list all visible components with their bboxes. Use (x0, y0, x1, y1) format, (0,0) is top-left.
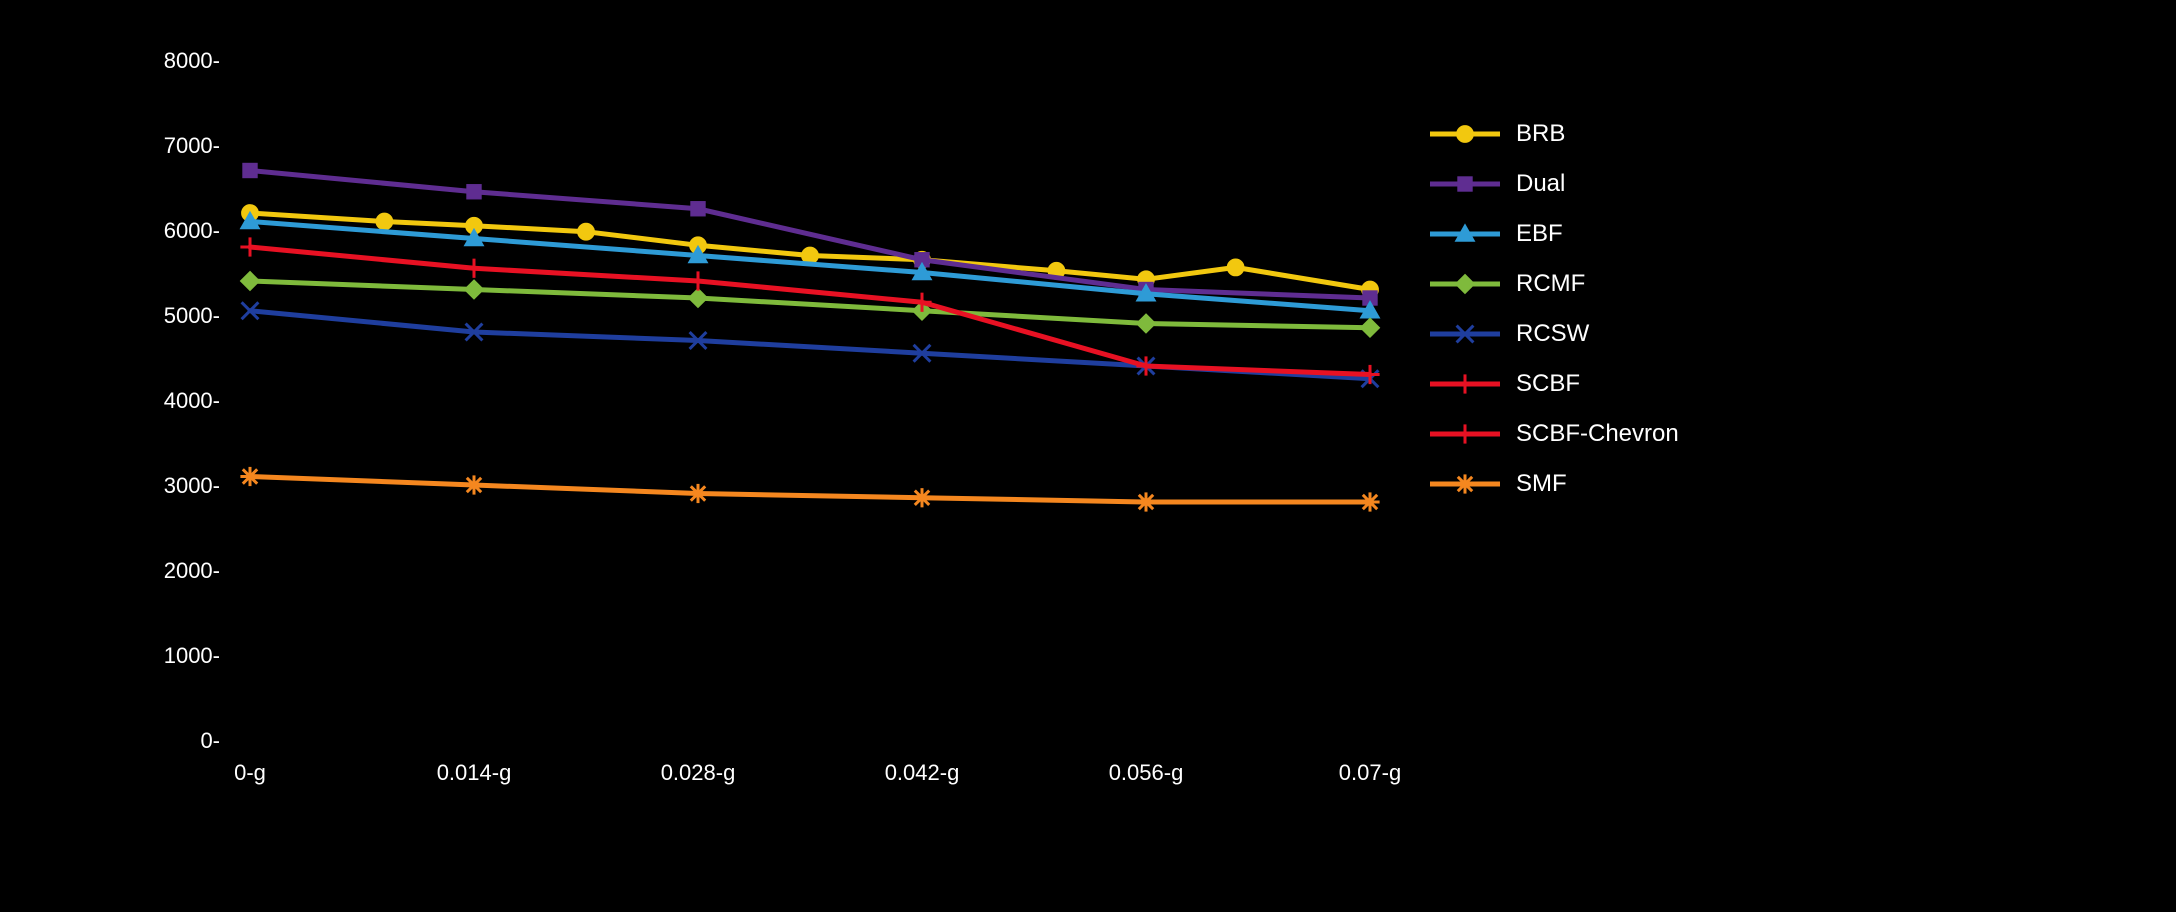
legend-label: RCSW (1516, 320, 1589, 348)
legend-item-Dual: Dual (1430, 170, 1679, 198)
series-RCSW (242, 302, 1379, 387)
y-tick-label: 0- (200, 728, 220, 753)
legend-swatch (1430, 470, 1500, 498)
legend-label: SCBF-Chevron (1516, 420, 1679, 448)
x-tick-label: 0.07-g (1339, 760, 1401, 785)
legend-swatch (1430, 320, 1500, 348)
x-tick-label: 0.042-g (885, 760, 960, 785)
legend-label: RCMF (1516, 270, 1585, 298)
legend-item-SMF: SMF (1430, 470, 1679, 498)
x-tick-label: 0-g (234, 760, 266, 785)
legend-swatch (1430, 170, 1500, 198)
series-SMF (240, 467, 1379, 512)
y-tick-label: 2000- (164, 558, 220, 583)
y-tick-label: 3000- (164, 473, 220, 498)
legend-label: EBF (1516, 220, 1563, 248)
legend-label: BRB (1516, 120, 1565, 148)
x-tick-label: 0.014-g (437, 760, 512, 785)
legend-swatch (1430, 120, 1500, 148)
legend-item-RCMF: RCMF (1430, 270, 1679, 298)
legend-swatch (1430, 370, 1500, 398)
y-tick-label: 6000- (164, 218, 220, 243)
chart-canvas: 0- 1000- 2000- 3000- 4000- 5000- 6000- 7000- 800… (0, 0, 2176, 912)
legend-label: Dual (1516, 170, 1565, 198)
legend-swatch (1430, 420, 1500, 448)
legend-item-EBF: EBF (1430, 220, 1679, 248)
legend-swatch (1430, 270, 1500, 298)
line-chart: 0- 1000- 2000- 3000- 4000- 5000- 6000- 7000- 800… (0, 0, 2176, 912)
y-tick-label: 4000- (164, 388, 220, 413)
legend-label: SMF (1516, 470, 1567, 498)
legend-item-RCSW: RCSW (1430, 320, 1679, 348)
y-tick-label: 7000- (164, 133, 220, 158)
legend-item-BRB: BRB (1430, 120, 1679, 148)
y-tick-label: 8000- (164, 48, 220, 73)
legend-label: SCBF (1516, 370, 1580, 398)
legend-item-SCBF-Chevron: SCBF-Chevron (1430, 420, 1679, 448)
x-tick-label: 0.028-g (661, 760, 736, 785)
legend-item-SCBF: SCBF (1430, 370, 1679, 398)
x-tick-label: 0.056-g (1109, 760, 1184, 785)
y-tick-label: 5000- (164, 303, 220, 328)
chart-legend: BRB Dual EBF RCMF RCSW SCBF SCBF-Chevron SMF (1430, 120, 1679, 520)
series-BRB (242, 205, 1379, 298)
y-tick-label: 1000- (164, 643, 220, 668)
legend-swatch (1430, 220, 1500, 248)
